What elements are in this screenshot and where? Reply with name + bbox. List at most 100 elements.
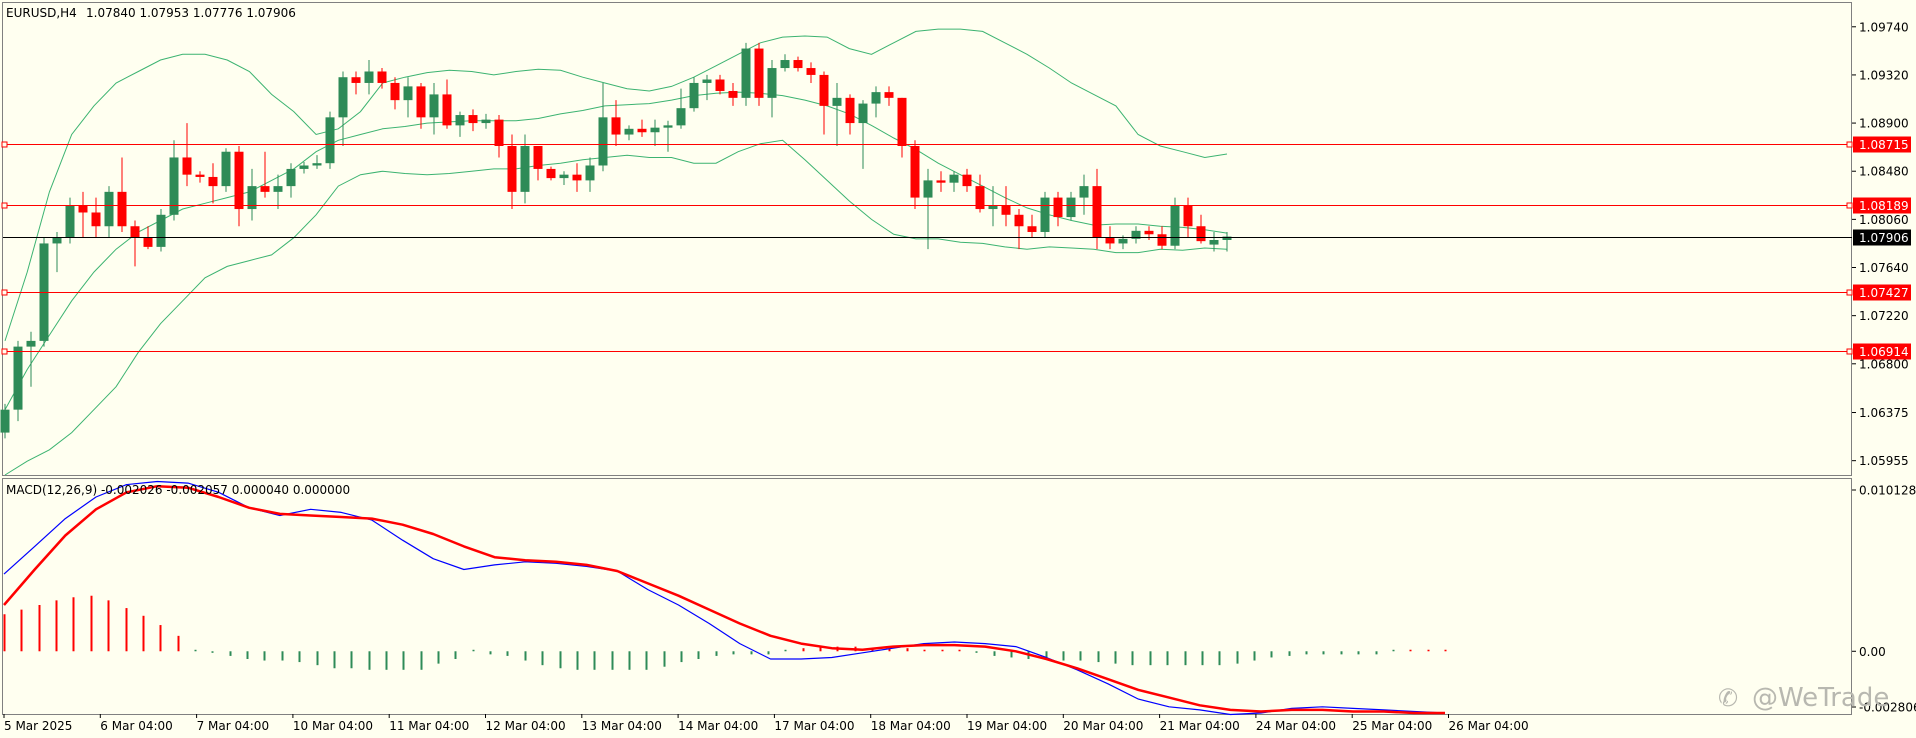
price-tick-label: 1.09740 [1859, 20, 1909, 34]
candle-body [234, 151, 244, 210]
bollinger-lower [4, 139, 1228, 476]
time-tick-label: 18 Mar 04:00 [871, 719, 951, 733]
candle-body [559, 174, 569, 179]
candle-body [1183, 205, 1193, 227]
candle-body [338, 77, 348, 118]
candle-body [819, 74, 829, 106]
candle-body [221, 151, 231, 187]
candle-body [1157, 234, 1167, 246]
candle-body [507, 146, 517, 192]
candle-body [572, 174, 582, 181]
header-symbol: EURUSD,H4 [6, 6, 77, 20]
candle-body [754, 48, 764, 98]
price-tick-label: 1.06800 [1859, 357, 1909, 371]
bollinger-bands [4, 28, 1228, 476]
candle-body [650, 127, 660, 133]
level-anchor-left [1, 289, 8, 296]
time-tick-label: 5 Mar 2025 [4, 719, 72, 733]
price-tick-label: 1.05955 [1859, 454, 1909, 468]
candlesticks [0, 42, 1232, 439]
macd-tick-label: 0.00 [1859, 645, 1886, 659]
candle-body [702, 79, 712, 83]
candle-body [663, 125, 673, 128]
candle-body [481, 119, 491, 124]
candle-body [130, 226, 140, 238]
time-tick-label: 24 Mar 04:00 [1256, 719, 1336, 733]
time-tick-label: 25 Mar 04:00 [1352, 719, 1432, 733]
candle-body [286, 168, 296, 187]
candle-body [897, 97, 907, 146]
candle-body [1079, 186, 1089, 198]
candle-body [1053, 197, 1063, 218]
watermark-text: @WeTrade [1752, 683, 1889, 713]
level-price-tag [1853, 197, 1911, 214]
price-tick-label: 1.08900 [1859, 117, 1909, 131]
price-tick-label: 1.07640 [1859, 261, 1909, 275]
candle-body [1118, 238, 1128, 244]
candle-body [676, 108, 686, 126]
candle-body [351, 77, 361, 83]
candle-body [1066, 197, 1076, 218]
candle-body [195, 174, 205, 177]
price-tick-label: 1.09320 [1859, 68, 1909, 82]
level-anchor-left [1, 141, 8, 148]
candle-body [364, 71, 374, 83]
level-price-tag [1853, 229, 1911, 246]
candle-body [455, 115, 465, 126]
candle-body [169, 157, 179, 215]
macd-tick-label: 0.010128 [1859, 484, 1916, 498]
bollinger-upper [4, 28, 1228, 342]
candle-body [403, 86, 413, 101]
time-tick-label: 17 Mar 04:00 [774, 719, 854, 733]
candle-body [78, 205, 88, 213]
candle-body [429, 94, 439, 118]
candle-body [715, 79, 725, 91]
candle-body [299, 165, 309, 169]
candle-body [104, 191, 114, 227]
candle-body [637, 128, 647, 133]
candle-body [442, 94, 452, 126]
candle-body [1209, 240, 1219, 245]
level-price-label: 1.07906 [1859, 231, 1909, 245]
candle-body [793, 60, 803, 69]
candle-body [624, 128, 634, 135]
level-price-label: 1.08715 [1859, 138, 1909, 152]
candle-body [546, 168, 556, 179]
candle-body [533, 146, 543, 169]
time-tick-label: 20 Mar 04:00 [1063, 719, 1143, 733]
candle-body [884, 92, 894, 98]
time-tick-label: 26 Mar 04:00 [1449, 719, 1529, 733]
candle-body [1040, 197, 1050, 232]
macd-lines [3, 480, 1446, 716]
time-tick-label: 12 Mar 04:00 [486, 719, 566, 733]
level-price-tag [1853, 136, 1911, 153]
candle-body [156, 214, 166, 247]
candle-body [0, 409, 10, 433]
price-levels[interactable]: 1.08715 1.08189 1.07906 1.07427 1.06914 [1, 136, 1911, 360]
candle-body [13, 346, 23, 410]
candle-body [1105, 237, 1115, 244]
watermark-icon: ✆ [1718, 684, 1738, 712]
candle-body [1027, 226, 1037, 232]
candle-body [247, 186, 257, 210]
macd-pane-border [2, 478, 1852, 715]
level-anchor-left [1, 348, 8, 355]
candle-body [260, 186, 270, 192]
level-anchor-left [1, 202, 8, 209]
level-price-label: 1.08189 [1859, 199, 1909, 213]
candle-body [325, 117, 335, 164]
signal-line [3, 484, 1445, 715]
level-price-label: 1.06914 [1859, 345, 1909, 359]
candle-body [741, 48, 751, 98]
candle-body [143, 237, 153, 247]
level-price-label: 1.07427 [1859, 286, 1909, 300]
time-tick-label: 13 Mar 04:00 [582, 719, 662, 733]
candle-body [728, 90, 738, 98]
level-anchor-right [1846, 289, 1853, 296]
candle-body [390, 82, 400, 101]
time-tick-label: 6 Mar 04:00 [100, 719, 173, 733]
candle-body [520, 146, 530, 192]
candle-body [949, 174, 959, 183]
candle-body [871, 92, 881, 104]
